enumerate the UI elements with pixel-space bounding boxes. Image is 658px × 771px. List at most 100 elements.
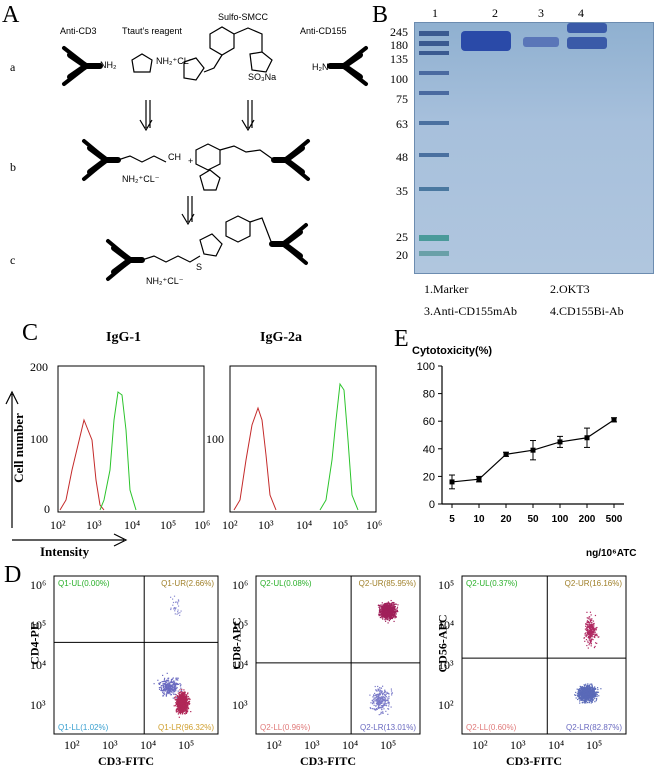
event-dot — [584, 698, 586, 701]
event-dot — [588, 633, 590, 635]
event-dot — [382, 704, 384, 707]
event-dot — [384, 608, 386, 610]
event-dot — [174, 608, 176, 610]
event-dot — [584, 688, 587, 690]
event-dot — [185, 712, 188, 714]
event-dot — [580, 687, 582, 689]
event-dot — [597, 688, 599, 691]
event-dot — [592, 694, 594, 696]
event-dot — [588, 644, 590, 646]
histograms — [5, 365, 377, 547]
marker-25: 25 — [396, 230, 408, 244]
event-dot — [589, 696, 592, 699]
event-dot — [179, 697, 181, 699]
c-ytick-100: 100 — [30, 432, 48, 446]
marker-180: 180 — [390, 38, 408, 52]
marker-35: 35 — [396, 184, 408, 198]
bi-ab-lower-band — [567, 37, 607, 49]
event-dot — [380, 614, 382, 616]
event-dot — [379, 614, 381, 616]
event-dot — [378, 688, 380, 690]
event-dot — [184, 699, 186, 701]
event-dot — [380, 687, 382, 689]
event-dot — [164, 687, 166, 689]
event-dot — [177, 609, 179, 611]
event-dot — [395, 616, 397, 618]
event-dot — [392, 604, 394, 606]
event-dot — [166, 672, 168, 674]
event-dot — [178, 699, 181, 701]
event-dot — [379, 697, 381, 699]
event-dot — [160, 689, 163, 691]
event-dot — [165, 685, 168, 687]
event-dot — [379, 610, 381, 612]
event-dot — [582, 698, 584, 700]
event-dot — [180, 687, 182, 689]
event-dot — [376, 698, 378, 700]
event-dot — [596, 642, 598, 645]
event-dot — [384, 699, 386, 701]
event-dot — [388, 620, 391, 622]
event-dot — [177, 706, 180, 708]
event-dot — [589, 688, 591, 690]
event-dot — [185, 705, 187, 707]
event-dot — [180, 696, 182, 698]
event-dot — [593, 628, 595, 630]
event-dot — [375, 699, 377, 701]
event-dot — [596, 693, 598, 695]
event-dot — [581, 696, 583, 698]
event-dot — [381, 606, 383, 608]
event-dot — [584, 694, 586, 696]
event-dot — [388, 695, 390, 698]
event-dot — [178, 700, 180, 702]
event-dot — [374, 685, 376, 688]
event-dot — [164, 693, 166, 695]
row-b-label: b — [10, 160, 16, 174]
event-dot — [587, 620, 589, 623]
event-dot — [590, 641, 592, 643]
event-dot — [382, 706, 384, 708]
event-dot — [168, 689, 170, 691]
igg2a-title: IgG-2a — [260, 330, 302, 345]
event-dot — [173, 608, 175, 610]
event-dot — [575, 697, 577, 699]
event-dot — [389, 618, 391, 620]
event-dot — [381, 697, 383, 699]
event-dot — [591, 636, 593, 638]
event-dot — [382, 614, 384, 616]
event-dot — [585, 702, 587, 704]
event-dot — [177, 692, 179, 694]
event-dot — [170, 608, 172, 611]
d-xtick-label: 10⁴ — [548, 738, 565, 752]
event-dot — [176, 699, 179, 701]
event-dot — [187, 695, 189, 698]
event-dot — [177, 677, 179, 679]
event-dot — [187, 692, 189, 694]
event-dot — [183, 708, 185, 710]
event-dot — [391, 605, 394, 607]
event-dot — [588, 701, 590, 703]
event-dot — [585, 623, 587, 626]
event-dot — [382, 685, 384, 687]
event-dot — [370, 707, 372, 710]
event-dot — [185, 700, 187, 702]
event-dot — [590, 686, 592, 689]
event-dot — [184, 704, 186, 706]
event-dot — [381, 712, 383, 714]
event-dot — [591, 626, 594, 629]
event-dot — [588, 616, 590, 618]
event-dot — [171, 688, 173, 690]
event-dot — [385, 696, 388, 698]
event-dot — [384, 613, 387, 616]
event-dot — [188, 701, 190, 703]
event-dot — [187, 693, 189, 695]
d-ytick-label: 10⁶ — [232, 578, 249, 592]
event-dot — [388, 705, 390, 707]
event-dot — [389, 603, 391, 605]
event-dot — [373, 700, 375, 703]
d-ytick-label: 10⁵ — [232, 618, 249, 632]
event-dot — [390, 605, 392, 608]
event-dot — [589, 633, 591, 636]
marker-20: 20 — [396, 248, 408, 262]
event-dot — [176, 703, 178, 705]
